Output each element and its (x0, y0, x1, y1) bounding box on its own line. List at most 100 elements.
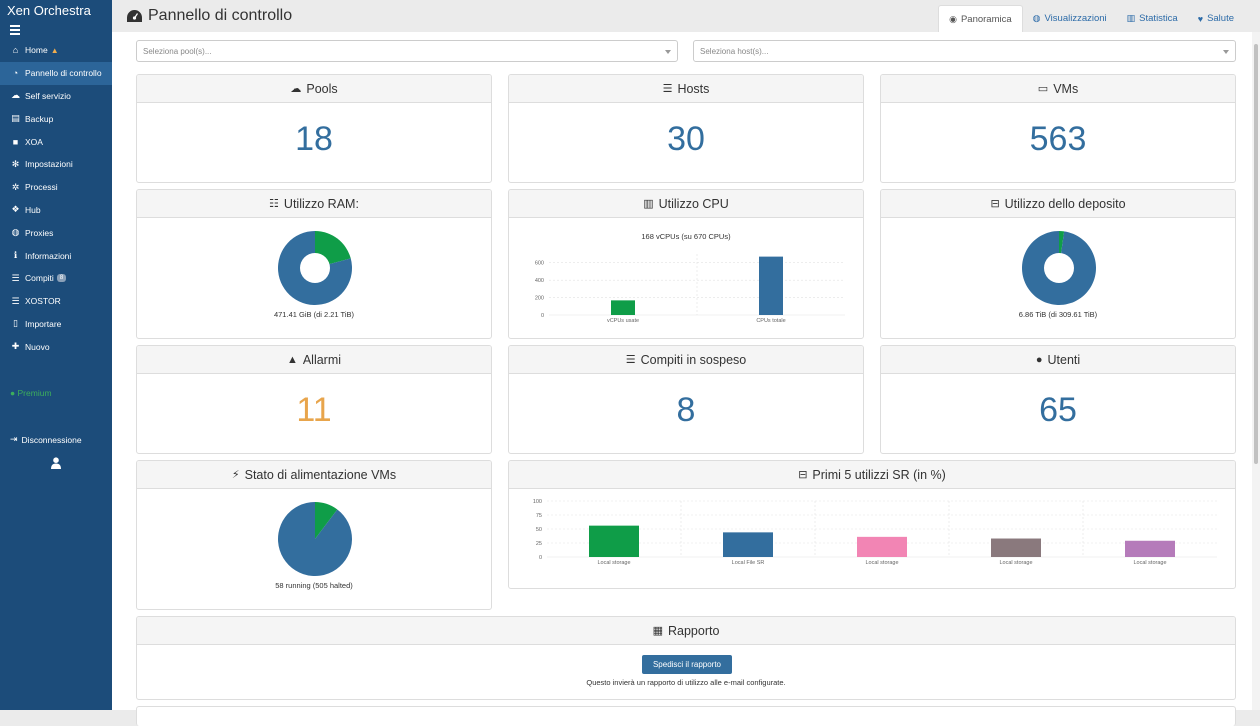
report-card-title: Rapporto (667, 623, 720, 638)
tab-panoramica[interactable]: ◉ Panoramica (938, 5, 1023, 32)
sidebar-item-importare[interactable]: ▯ Importare (0, 313, 112, 336)
file-import-icon: ▯ (13, 318, 18, 329)
sidebar-item-label: XOSTOR (25, 296, 61, 307)
sidebar-item-nuovo[interactable]: ✚ Nuovo (0, 335, 112, 358)
sidebar-item-xoa[interactable]: ■ XOA (0, 130, 112, 153)
users-count[interactable]: 65 (1039, 391, 1077, 429)
top5-sr-card: ⊟ Primi 5 utilizzi SR (in %) 0 25 50 75 100 Lo… (508, 460, 1236, 589)
sidebar-item-hub[interactable]: ❖ Hub (0, 199, 112, 222)
tasks-icon: ☰ (11, 272, 20, 283)
user-icon[interactable] (51, 457, 61, 469)
logout-link[interactable]: ⇥ Disconnessione (10, 434, 82, 445)
tab-statistica[interactable]: ▥ Statistica (1117, 5, 1188, 32)
sidebar-item-label: Compiti (25, 273, 54, 284)
desktop-icon: ▭ (1037, 83, 1049, 95)
hamburger-icon[interactable] (10, 25, 20, 35)
sidebar-item-self-servizio[interactable]: ☁ Self servizio (0, 85, 112, 108)
top5-sr-y-tick-label: 25 (536, 541, 542, 547)
host-select-placeholder: Seleziona host(s)... (700, 47, 769, 56)
send-report-button[interactable]: Spedisci il rapporto (642, 655, 732, 674)
bar-chart-icon: ▦ (652, 625, 663, 637)
sidebar-item-pannello-di-controllo[interactable]: ◔ Pannello di controllo (0, 61, 112, 85)
sidebar: Xen Orchestra ⌂ Home ▲ ◔ Pannello di control… (0, 0, 112, 710)
sidebar-item-proxies[interactable]: ◍ Proxies (0, 221, 112, 244)
tab-label: Salute (1207, 13, 1234, 24)
hosts-card-header: ☰ Hosts (509, 75, 863, 103)
vertical-scrollbar[interactable] (1252, 32, 1260, 710)
host-select[interactable]: Seleziona host(s)... (693, 40, 1236, 62)
top5-sr-x-tick-label: Local storage (1133, 560, 1166, 566)
vm-power-pie-chart (278, 502, 352, 576)
pool-select-placeholder: Seleziona pool(s)... (143, 47, 212, 56)
hdd-icon: ⊟ (990, 198, 1000, 210)
cpu-x-tick-label: CPUs totale (756, 318, 785, 324)
home-icon: ⌂ (12, 45, 19, 56)
top5-sr-bar-chart: 0 25 50 75 100 Local storage Local File SR Loca… (533, 499, 1217, 566)
cpu-bar (611, 300, 635, 315)
box-icon: ■ (12, 136, 19, 147)
users-card-header: ● Utenti (881, 346, 1235, 374)
sidebar-item-processi[interactable]: ✲ Processi (0, 176, 112, 199)
tab-label: Statistica (1139, 13, 1178, 24)
gears-icon: ✲ (11, 181, 20, 192)
cloud-icon: ☁ (290, 83, 302, 95)
sidebar-item-backup[interactable]: ▤ Backup (0, 107, 112, 130)
sidebar-item-home[interactable]: ⌂ Home ▲ (0, 39, 112, 62)
users-card-title: Utenti (1047, 352, 1081, 367)
top5-sr-x-tick-label: Local storage (597, 560, 630, 566)
hosts-count[interactable]: 30 (667, 120, 705, 158)
plus-icon: ✚ (11, 341, 20, 352)
premium-label[interactable]: ● Premium (10, 388, 52, 398)
sidebar-item-label: Home (25, 45, 48, 56)
top-bar: Pannello di controllo ◉ Panoramica ◍ Visual… (112, 0, 1260, 32)
sidebar-item-informazioni[interactable]: ℹ Informazioni (0, 244, 112, 267)
vm-power-card-header: ⚡ Stato di alimentazione VMs (137, 461, 491, 489)
pools-card-title: Pools (306, 81, 338, 96)
sidebar-item-label: Hub (25, 204, 41, 215)
main-content: Seleziona pool(s)... Seleziona host(s)..… (112, 32, 1252, 726)
alarms-count[interactable]: 11 (296, 391, 332, 429)
sidebar-item-xostor[interactable]: ☰ XOSTOR (0, 290, 112, 313)
tab-salute[interactable]: ♥ Salute (1188, 5, 1244, 32)
cpu-y-tick-label: 600 (535, 261, 544, 267)
dashboard-icon: ◔ (12, 68, 19, 79)
scrollbar-thumb[interactable] (1254, 44, 1258, 464)
pools-count[interactable]: 18 (295, 120, 333, 158)
sidebar-item-compiti[interactable]: ☰ Compiti 8 (0, 267, 112, 290)
bar-chart-icon: ▥ (1126, 13, 1136, 23)
sidebar-item-label: Proxies (25, 227, 54, 238)
storage-hole (1044, 253, 1074, 283)
pool-select[interactable]: Seleziona pool(s)... (136, 40, 678, 62)
vms-card[interactable]: ▭ VMs 563 (880, 74, 1236, 183)
cpu-bar-chart: 0 200 400 600 vCPUs usate CPUs totale (535, 254, 845, 324)
alarms-card[interactable]: ▲ Allarmi 11 (136, 345, 492, 454)
pending-tasks-card-header: ☰ Compiti in sospeso (509, 346, 863, 374)
storage-card-title: Utilizzo dello deposito (1004, 196, 1126, 211)
pending-tasks-card[interactable]: ☰ Compiti in sospeso 8 (508, 345, 864, 454)
user-icon: ● (1035, 353, 1043, 366)
tab-visualizzazioni[interactable]: ◍ Visualizzazioni (1023, 5, 1117, 32)
app-brand[interactable]: Xen Orchestra (7, 3, 91, 18)
hosts-card[interactable]: ☰ Hosts 30 (508, 74, 864, 183)
logout-label: Disconnessione (21, 434, 82, 445)
vms-count[interactable]: 563 (1029, 120, 1087, 158)
users-card[interactable]: ● Utenti 65 (880, 345, 1236, 454)
dashboard-icon (127, 9, 142, 22)
top5-sr-y-tick-label: 75 (536, 513, 542, 519)
cubes-icon: ❖ (11, 204, 20, 215)
warning-icon: ▲ (286, 353, 298, 366)
top5-sr-card-header: ⊟ Primi 5 utilizzi SR (in %) (509, 461, 1235, 489)
hosts-card-title: Hosts (677, 81, 710, 96)
cloud-icon: ☁ (11, 90, 20, 101)
sidebar-item-label: Importare (25, 318, 62, 329)
vm-power-card-title: Stato di alimentazione VMs (244, 467, 397, 482)
sidebar-nav: ⌂ Home ▲ ◔ Pannello di controllo ☁ Self serviz… (0, 39, 112, 358)
pending-tasks-count[interactable]: 8 (676, 391, 696, 429)
cpu-bar (759, 256, 783, 315)
pools-card[interactable]: ☁ Pools 18 (136, 74, 492, 183)
globe-icon: ◍ (11, 227, 20, 238)
cpu-card: ▥ Utilizzo CPU 168 vCPUs (su 670 CPUs) 0 2… (508, 189, 864, 339)
plug-icon: ⚡ (231, 469, 240, 481)
sidebar-item-impostazioni[interactable]: ✻ Impostazioni (0, 153, 112, 176)
top5-sr-bar (589, 525, 639, 557)
